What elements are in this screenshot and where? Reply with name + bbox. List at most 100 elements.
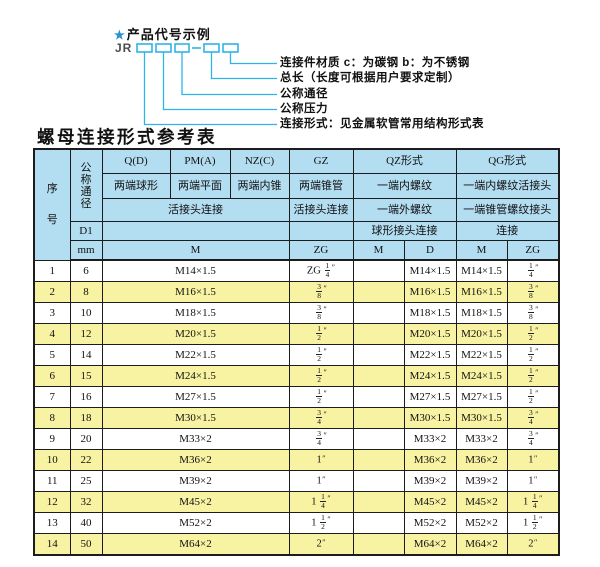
header-union-join-left: 活接头连接 xyxy=(101,198,290,222)
cell-qz-m xyxy=(352,259,405,282)
header-qg-sub1: 一端内螺纹活接头 xyxy=(455,173,560,199)
cell-no: 5 xyxy=(33,344,71,366)
cell-mm: 20 xyxy=(69,428,103,450)
cell-qz-m xyxy=(352,386,405,408)
cell-qz-d: M22×1.5 xyxy=(403,344,457,366)
header-zg-gz: ZG xyxy=(288,240,354,261)
table-row: 3 10 M18×1.5 3 8 ″ M18×1.5 M18×1.5 3 8 ″ xyxy=(33,302,560,324)
code-box-2 xyxy=(155,43,172,53)
cell-qz-d: M45×2 xyxy=(403,491,457,513)
cell-gz-zg: 1 1 4 ″ xyxy=(288,491,354,513)
cell-m: M14×1.5 xyxy=(101,259,290,282)
product-code-diagram: ★产品代号示例 JR 连接件材质 c：为碳钢 b：为不锈钢 总长（长度可根据用户… xyxy=(0,0,600,148)
cell-mm: 15 xyxy=(69,365,103,387)
table-body: 1 6 M14×1.5 ZG 1 4 ″ M14×1.5 M14×1.5 1 4 ″ 2 8 M16×1.… xyxy=(33,259,560,556)
header-qg-m: M xyxy=(455,240,508,261)
cell-qg-zg: 1″ xyxy=(506,449,560,471)
cell-mm: 40 xyxy=(69,512,103,534)
cell-qz-m xyxy=(352,323,405,345)
header-d1: D1 xyxy=(69,221,103,241)
cell-mm: 16 xyxy=(69,386,103,408)
cell-m: M20×1.5 xyxy=(101,323,290,345)
cell-qz-d: M39×2 xyxy=(403,470,457,492)
header-empty-gz xyxy=(288,221,354,241)
header-qg-form: QG形式 xyxy=(455,148,560,174)
header-pm-sub: 两端平面 xyxy=(169,173,231,199)
cell-qz-d: M64×2 xyxy=(403,533,457,556)
cell-no: 10 xyxy=(33,449,71,471)
leader-line-material xyxy=(229,52,277,65)
cell-m: M36×2 xyxy=(101,449,290,471)
cell-gz-zg: 1″ xyxy=(288,470,354,492)
header-qz-d: D xyxy=(403,240,457,261)
cell-qg-zg: 3 4 ″ xyxy=(506,407,560,429)
code-prefix: JR xyxy=(115,41,133,55)
cell-qg-m: M39×2 xyxy=(455,470,508,492)
cell-no: 9 xyxy=(33,428,71,450)
cell-qg-m: M22×1.5 xyxy=(455,344,508,366)
cell-mm: 12 xyxy=(69,323,103,345)
cell-qg-m: M14×1.5 xyxy=(455,259,508,282)
cell-qg-m: M36×2 xyxy=(455,449,508,471)
cell-qg-m: M64×2 xyxy=(455,533,508,556)
cell-mm: 32 xyxy=(69,491,103,513)
cell-qz-d: M33×2 xyxy=(403,428,457,450)
table-row: 5 14 M22×1.5 1 2 ″ M22×1.5 M22×1.5 1 2 ″ xyxy=(33,344,560,366)
table-row: 12 32 M45×2 1 1 4 ″ M45×2 M45×2 1 1 4 ″ xyxy=(33,491,560,513)
cell-no: 7 xyxy=(33,386,71,408)
label-nominal-pressure: 公称压力 xyxy=(280,103,328,115)
header-gz-sub: 两端锥管 xyxy=(288,173,354,199)
header-qz-m: M xyxy=(352,240,405,261)
cell-qg-m: M16×1.5 xyxy=(455,281,508,303)
cell-qz-d: M20×1.5 xyxy=(403,323,457,345)
table-row: 14 50 M64×2 2″ M64×2 M64×2 2″ xyxy=(33,533,560,556)
cell-m: M39×2 xyxy=(101,470,290,492)
table-row: 13 40 M52×2 1 1 2 ″ M52×2 M52×2 1 1 2 ″ xyxy=(33,512,560,534)
cell-gz-zg: 1 2 ″ xyxy=(288,323,354,345)
cell-qg-m: M33×2 xyxy=(455,428,508,450)
cell-qg-zg: 1 2 ″ xyxy=(506,365,560,387)
cell-qg-m: M18×1.5 xyxy=(455,302,508,324)
label-connection-form: 连接形式：见金属软管常用结构形式表 xyxy=(280,118,484,130)
cell-qz-d: M27×1.5 xyxy=(403,386,457,408)
cell-m: M33×2 xyxy=(101,428,290,450)
cell-qg-m: M45×2 xyxy=(455,491,508,513)
cell-gz-zg: 1 2 ″ xyxy=(288,344,354,366)
code-leader-lines xyxy=(136,43,277,126)
table-row: 7 16 M27×1.5 1 2 ″ M27×1.5 M27×1.5 1 2 ″ xyxy=(33,386,560,408)
label-total-length: 总长（长度可根据用户要求定制） xyxy=(280,72,460,84)
header-pm: PM(A) xyxy=(169,148,231,174)
label-material: 连接件材质 c：为碳钢 b：为不锈钢 xyxy=(280,57,470,69)
cell-mm: 50 xyxy=(69,533,103,556)
label-nominal-diameter: 公称通径 xyxy=(280,88,328,100)
cell-mm: 8 xyxy=(69,281,103,303)
nut-connection-table: 序号 公称通径 Q(D) PM(A) NZ(C) GZ QZ形式 QG形式 两端… xyxy=(33,148,560,556)
cell-m: M27×1.5 xyxy=(101,386,290,408)
cell-qg-m: M24×1.5 xyxy=(455,365,508,387)
cell-m: M18×1.5 xyxy=(101,302,290,324)
cell-m: M22×1.5 xyxy=(101,344,290,366)
cell-qg-zg: 1 1 4 ″ xyxy=(506,491,560,513)
code-box-1 xyxy=(136,43,153,53)
leader-line-pressure xyxy=(162,52,277,111)
cell-qz-d: M24×1.5 xyxy=(403,365,457,387)
table-row: 11 25 M39×2 1″ M39×2 M39×2 1″ xyxy=(33,470,560,492)
cell-qg-zg: 1 1 2 ″ xyxy=(506,512,560,534)
header-qg-sub2: 一端锥管螺纹接头 xyxy=(455,198,560,222)
cell-qg-m: M20×1.5 xyxy=(455,323,508,345)
cell-qg-zg: 1 2 ″ xyxy=(506,386,560,408)
header-q: Q(D) xyxy=(101,148,171,174)
cell-gz-zg: 3 8 ″ xyxy=(288,281,354,303)
header-nz: NZ(C) xyxy=(229,148,290,174)
header-gz: GZ xyxy=(288,148,354,174)
cell-m: M52×2 xyxy=(101,512,290,534)
cell-qg-zg: 1″ xyxy=(506,470,560,492)
cell-m: M30×1.5 xyxy=(101,407,290,429)
cell-no: 1 xyxy=(33,259,71,282)
cell-qz-m xyxy=(352,428,405,450)
cell-no: 13 xyxy=(33,512,71,534)
cell-mm: 18 xyxy=(69,407,103,429)
cell-qz-d: M36×2 xyxy=(403,449,457,471)
cell-qg-zg: 1 2 ″ xyxy=(506,323,560,345)
